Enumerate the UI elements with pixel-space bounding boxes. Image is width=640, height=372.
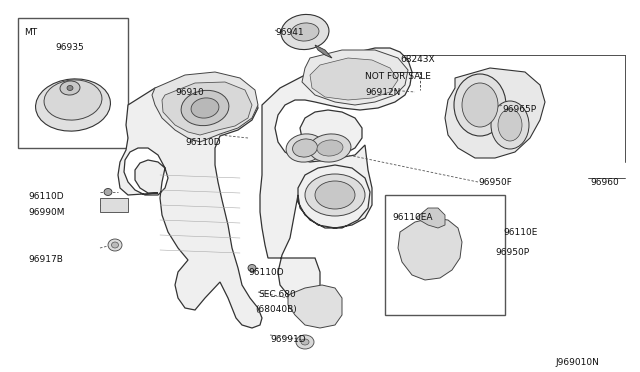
- Text: 68243X: 68243X: [400, 55, 435, 64]
- Polygon shape: [152, 72, 258, 142]
- Text: 96960: 96960: [590, 178, 619, 187]
- Ellipse shape: [317, 140, 343, 156]
- Ellipse shape: [296, 335, 314, 349]
- Ellipse shape: [498, 109, 522, 141]
- Ellipse shape: [36, 79, 111, 131]
- Polygon shape: [302, 50, 408, 105]
- Polygon shape: [162, 82, 252, 135]
- Bar: [18, 18, 128, 148]
- Polygon shape: [398, 218, 462, 280]
- Ellipse shape: [286, 134, 324, 162]
- Polygon shape: [260, 48, 412, 298]
- Text: 96910: 96910: [175, 88, 204, 97]
- Ellipse shape: [305, 174, 365, 216]
- Ellipse shape: [491, 101, 529, 149]
- Ellipse shape: [108, 239, 122, 251]
- Text: 96965P: 96965P: [502, 105, 536, 114]
- Text: 96917B: 96917B: [28, 255, 63, 264]
- Ellipse shape: [60, 81, 80, 95]
- Ellipse shape: [181, 90, 229, 126]
- Bar: [385, 195, 505, 315]
- Ellipse shape: [301, 339, 309, 345]
- Bar: [100, 198, 128, 212]
- Text: J969010N: J969010N: [555, 358, 599, 367]
- Ellipse shape: [309, 134, 351, 162]
- Polygon shape: [118, 78, 262, 328]
- Polygon shape: [315, 45, 332, 58]
- Ellipse shape: [291, 23, 319, 41]
- Ellipse shape: [315, 181, 355, 209]
- Ellipse shape: [462, 83, 498, 127]
- Ellipse shape: [191, 98, 219, 118]
- Polygon shape: [445, 68, 545, 158]
- Text: 96941: 96941: [275, 28, 303, 37]
- Text: 96912N: 96912N: [365, 88, 401, 97]
- Text: SEC.680: SEC.680: [258, 290, 296, 299]
- Ellipse shape: [104, 189, 112, 196]
- Text: 96110D: 96110D: [28, 192, 63, 201]
- Text: (68040B): (68040B): [255, 305, 297, 314]
- Ellipse shape: [111, 242, 118, 248]
- Text: MT: MT: [24, 28, 37, 37]
- Ellipse shape: [44, 80, 102, 120]
- Polygon shape: [310, 58, 398, 100]
- Text: 96991D: 96991D: [270, 335, 306, 344]
- Text: 96950P: 96950P: [495, 248, 529, 257]
- Ellipse shape: [493, 227, 501, 234]
- Ellipse shape: [292, 139, 317, 157]
- Ellipse shape: [248, 264, 256, 272]
- Text: 96110E: 96110E: [503, 228, 538, 237]
- Text: 96990M: 96990M: [28, 208, 65, 217]
- Text: NOT FOR SALE: NOT FOR SALE: [365, 72, 431, 81]
- Ellipse shape: [67, 86, 73, 90]
- Ellipse shape: [454, 74, 506, 136]
- Text: 96110D: 96110D: [248, 268, 284, 277]
- Polygon shape: [288, 285, 342, 328]
- Ellipse shape: [281, 15, 329, 49]
- Text: 96110D: 96110D: [185, 138, 221, 147]
- Polygon shape: [416, 208, 445, 228]
- Text: 96935: 96935: [55, 43, 84, 52]
- Text: 96950F: 96950F: [478, 178, 512, 187]
- Text: 96110EA: 96110EA: [392, 213, 433, 222]
